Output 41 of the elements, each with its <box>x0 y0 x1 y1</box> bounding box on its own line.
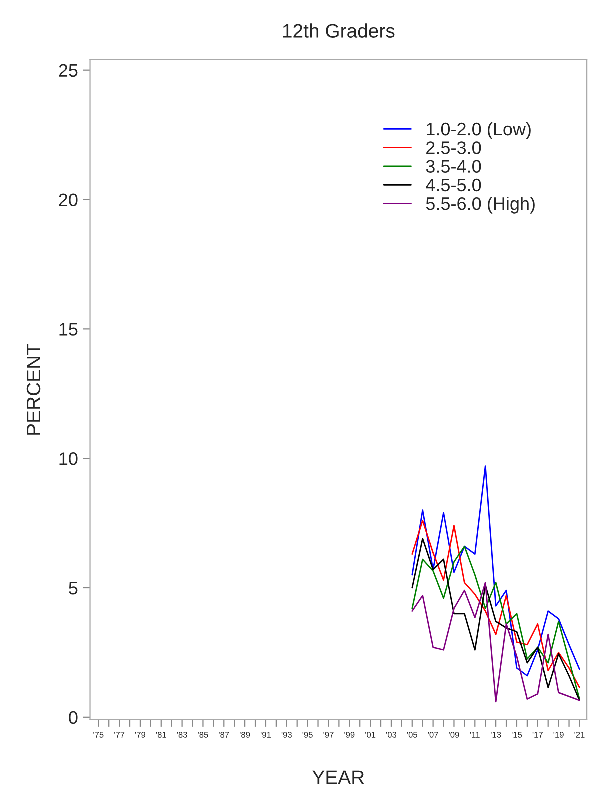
x-tick-label: '03 <box>386 732 397 738</box>
line-series <box>412 520 580 688</box>
x-tick-label: '21 <box>574 732 585 738</box>
x-tick-label: '79 <box>135 732 146 738</box>
line-series <box>412 582 580 703</box>
x-tick-label: '99 <box>344 732 355 738</box>
x-tick-label: '97 <box>324 732 334 738</box>
x-tick-label: '09 <box>449 732 460 738</box>
x-tick-label: '95 <box>302 732 313 738</box>
x-tick-label: '93 <box>282 732 292 738</box>
x-tick-label: '89 <box>240 732 250 738</box>
x-tick-label: '87 <box>219 732 230 738</box>
legend-label: 2.5-3.0 <box>426 142 482 154</box>
x-tick-label: '17 <box>532 732 543 738</box>
x-tick-label: '77 <box>114 732 125 738</box>
y-axis-title: PERCENT <box>26 344 41 435</box>
y-tick-label: 5 <box>69 582 78 595</box>
x-tick-label: '05 <box>407 732 418 738</box>
x-axis-title: YEAR <box>312 770 364 784</box>
x-tick-label: '15 <box>512 732 522 738</box>
x-tick-label: '01 <box>366 732 376 738</box>
x-tick-label: '11 <box>470 732 480 738</box>
chart-title: 12th Graders <box>283 24 395 38</box>
x-tick-label: '07 <box>428 732 438 738</box>
y-tick-label: 20 <box>59 194 78 206</box>
y-tick-label: 15 <box>60 323 78 336</box>
x-tick-label: '75 <box>94 732 104 738</box>
x-tick-label: '81 <box>156 732 166 738</box>
x-tick-label: '19 <box>554 732 564 738</box>
y-tick-label: 10 <box>60 452 78 466</box>
legend-label: 4.5-5.0 <box>426 178 482 192</box>
x-tick-label: '83 <box>177 732 188 738</box>
x-tick-label: '85 <box>198 732 208 738</box>
y-tick-label: 25 <box>59 64 78 78</box>
line-series <box>412 466 580 677</box>
x-tick-label: '91 <box>260 732 271 738</box>
legend-label: 1.0-2.0 (Low) <box>427 122 531 140</box>
legend-label: 5.5-6.0 (High) <box>426 196 535 214</box>
x-tick-label: '13 <box>491 732 502 738</box>
legend-label: 3.5-4.0 <box>426 160 482 173</box>
y-tick-label: 0 <box>69 711 78 724</box>
